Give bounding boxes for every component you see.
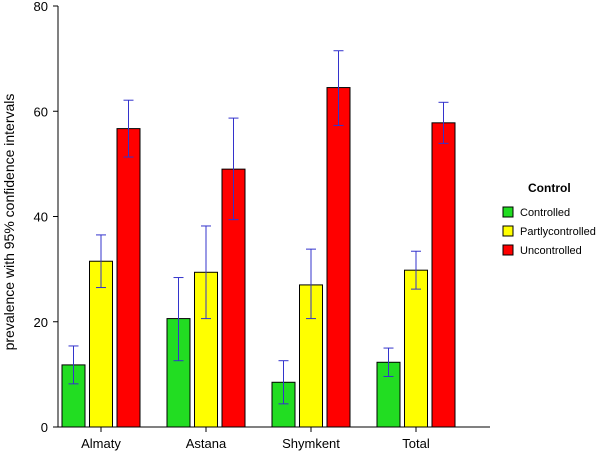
legend-swatch-partlycontrolled [502,225,514,237]
y-tick-label-40: 40 [34,210,48,225]
error-bar-controlled-astana [173,277,184,362]
y-tick-label-20: 20 [34,315,48,330]
x-tick-label-shymkent: Shymkent [282,436,340,451]
legend-label-uncontrolled: Uncontrolled [520,245,582,257]
y-tick-label-0: 0 [41,420,48,435]
y-tick-label-60: 60 [34,104,48,119]
y-axis-title: prevalence with 95% confidence intervals [1,94,17,351]
error-bar-uncontrolled-total [438,101,449,144]
y-tick-label-80: 80 [34,0,48,14]
x-tick-label-total: Total [402,436,430,451]
bar-uncontrolled-total [431,122,456,428]
bar-uncontrolled-shymkent [326,87,351,428]
bar-partlycontrolled-total [404,269,428,428]
axes-layer: Almaty Astana Shymkent Total 0 20 40 60 80 [34,0,490,451]
error-bar-partlycontrolled-almaty [96,234,106,289]
error-bar-controlled-shymkent [278,360,289,405]
error-bar-controlled-total [383,347,394,377]
error-bar-uncontrolled-shymkent [333,50,344,126]
bars-layer [61,87,456,428]
error-bars-layer [68,50,449,405]
legend-swatch-controlled [502,206,514,218]
legend-label-controlled: Controlled [520,207,570,219]
error-bar-controlled-almaty [68,345,79,385]
x-tick-label-astana: Astana [186,436,227,451]
error-bar-uncontrolled-almaty [123,99,134,158]
legend-swatch-uncontrolled [502,244,514,256]
error-bar-partlycontrolled-total [411,250,421,290]
x-tick-label-almaty: Almaty [81,436,121,451]
error-bar-partlycontrolled-astana [201,225,211,320]
error-bar-uncontrolled-astana [228,117,239,221]
legend-title: Control [528,181,571,195]
bar-uncontrolled-almaty [116,128,141,428]
legend-label-partlycontrolled: Partlycontrolled [520,226,596,238]
legend: Control Controlled Partlycontrolled Uncont… [502,181,596,257]
error-bar-partlycontrolled-shymkent [306,248,316,320]
